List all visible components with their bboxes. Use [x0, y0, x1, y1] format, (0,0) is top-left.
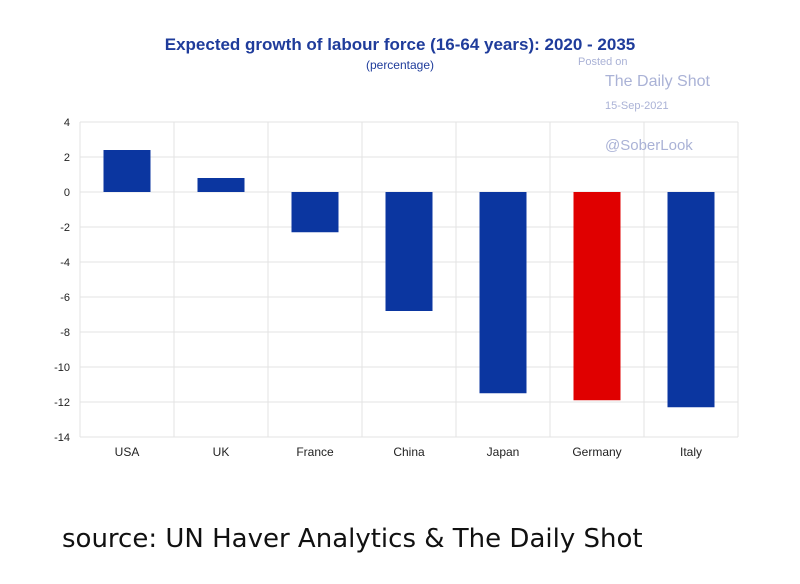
y-tick-label: -10: [54, 362, 70, 374]
chart-plot: 4 2 0 -2 -4 -6 -8 -10 -12 -14 USA UK France China Jap…: [54, 117, 739, 459]
bar-usa: [103, 150, 151, 192]
y-tick-label: -2: [60, 222, 70, 234]
watermark-brand: The Daily Shot: [605, 73, 710, 90]
watermark-date: 15-Sep-2021: [605, 100, 669, 112]
y-tick-label: -14: [54, 432, 70, 444]
y-tick-label: 2: [64, 152, 70, 164]
x-tick-label: Italy: [680, 445, 702, 459]
bar-germany: [573, 192, 621, 401]
y-tick-label: -6: [60, 292, 70, 304]
y-tick-label: 0: [64, 187, 70, 199]
y-tick-label: -4: [60, 257, 70, 269]
y-tick-label: -8: [60, 327, 70, 339]
x-tick-label: USA: [115, 445, 140, 459]
grid-lines: [79, 121, 739, 438]
x-tick-label: UK: [213, 445, 230, 459]
chart-title: Expected growth of labour force (16-64 y…: [164, 35, 636, 54]
watermark-handle: @SoberLook: [605, 137, 693, 154]
watermark-posted: Posted on: [578, 56, 628, 68]
bar-italy: [667, 192, 715, 408]
bar-china: [385, 192, 433, 311]
x-tick-label: China: [393, 445, 425, 459]
bars: [103, 150, 715, 408]
y-tick-label: 4: [64, 117, 70, 129]
bar-france: [291, 192, 339, 233]
y-tick-labels: 4 2 0 -2 -4 -6 -8 -10 -12 -14: [54, 117, 70, 444]
bar-uk: [197, 178, 245, 192]
source-note: source: UN Haver Analytics & The Daily S…: [62, 524, 643, 554]
x-tick-label: Japan: [487, 445, 520, 459]
bar-japan: [479, 192, 527, 394]
x-tick-label: Germany: [572, 445, 621, 459]
y-tick-label: -12: [54, 397, 70, 409]
chart-subtitle: (percentage): [365, 58, 435, 72]
x-tick-label: France: [296, 445, 334, 459]
x-tick-labels: USA UK France China Japan Germany Italy: [115, 445, 702, 459]
